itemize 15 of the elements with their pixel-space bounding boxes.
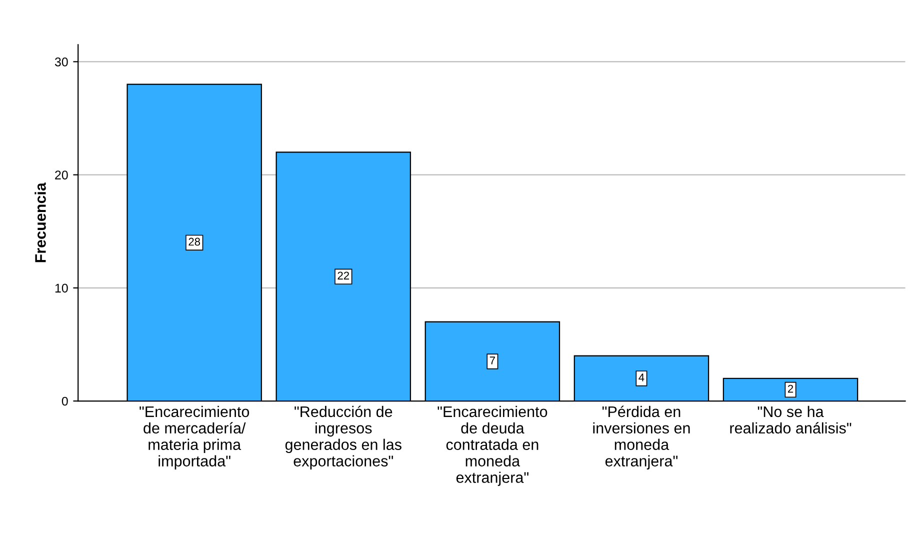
x-tick-label: "Encarecimiento de mercadería/ materia prima importada" bbox=[140, 406, 250, 470]
y-tick-label: 30 bbox=[54, 58, 68, 66]
x-tick-label: "Reducción de ingresos generados en las exportaciones" bbox=[285, 406, 402, 470]
x-tick-label: "No se ha realizado análisis" bbox=[730, 406, 852, 434]
data-label: 2 bbox=[788, 384, 794, 393]
y-tick-label: 10 bbox=[55, 284, 68, 293]
data-label: 22 bbox=[338, 272, 350, 280]
data-label: 28 bbox=[188, 238, 200, 246]
y-tick-label: 0 bbox=[62, 396, 68, 406]
x-tick-label: "Pérdida en inversiones en moneda extranjera" bbox=[593, 406, 690, 470]
data-label: 7 bbox=[490, 356, 495, 364]
x-tick-label: "Encarecimiento de deuda contratada en moneda extranjera" bbox=[438, 406, 548, 486]
data-label: 4 bbox=[638, 374, 644, 382]
y-tick-label: 20 bbox=[55, 170, 68, 180]
y-axis-title: Frecuencia bbox=[34, 182, 46, 262]
